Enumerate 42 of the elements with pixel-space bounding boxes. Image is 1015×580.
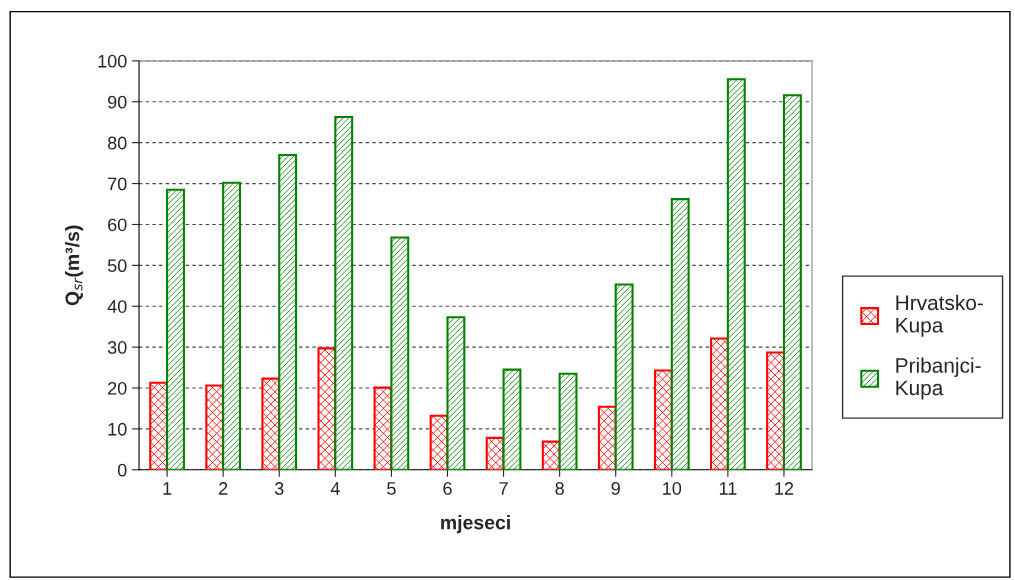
legend-label: Hrvatsko- Kupa <box>896 294 983 337</box>
y-axis-title: Q$_{sr}$(m³/s) <box>64 225 84 306</box>
y-tick-label: 50 <box>107 259 127 273</box>
bar <box>766 351 785 470</box>
x-axis-title: mjeseci <box>441 515 510 534</box>
x-tick-label: 6 <box>443 482 452 495</box>
x-tick-label: 9 <box>611 482 620 495</box>
bar <box>166 188 185 470</box>
x-tick-label: 11 <box>719 482 737 495</box>
legend-label: Pribanjci- Kupa <box>896 357 981 400</box>
bar <box>502 368 522 470</box>
y-tick-label: 10 <box>108 422 127 436</box>
y-tick-label: 30 <box>107 341 127 354</box>
y-tick-label: 90 <box>108 95 127 109</box>
bar <box>558 372 578 470</box>
bar <box>726 78 746 470</box>
bar <box>446 316 466 470</box>
bar <box>653 369 673 470</box>
bar <box>317 347 337 470</box>
y-tick-label: 60 <box>108 218 127 232</box>
x-tick-label: 2 <box>219 482 228 495</box>
y-tick-label: 20 <box>108 381 127 395</box>
x-tick-label: 5 <box>387 482 396 495</box>
bar <box>278 153 298 470</box>
y-tick-label: 100 <box>98 54 127 68</box>
bar <box>670 198 690 470</box>
x-tick-label: 7 <box>499 482 508 495</box>
y-tick-label: 0 <box>117 463 127 477</box>
y-tick-label: 70 <box>108 177 127 191</box>
y-tick-label: 40 <box>107 300 127 313</box>
x-tick-label: 3 <box>274 482 284 495</box>
x-tick-label: 1 <box>163 482 172 495</box>
bar <box>614 283 634 470</box>
bar <box>334 115 354 470</box>
x-tick-label: 4 <box>330 482 340 495</box>
bar <box>222 181 242 470</box>
x-tick-label: 12 <box>775 482 794 495</box>
x-tick-label: 8 <box>555 482 564 495</box>
x-tick-label: 10 <box>663 482 682 495</box>
bar <box>390 236 410 470</box>
y-tick-label: 80 <box>107 136 127 150</box>
bar <box>782 94 802 470</box>
